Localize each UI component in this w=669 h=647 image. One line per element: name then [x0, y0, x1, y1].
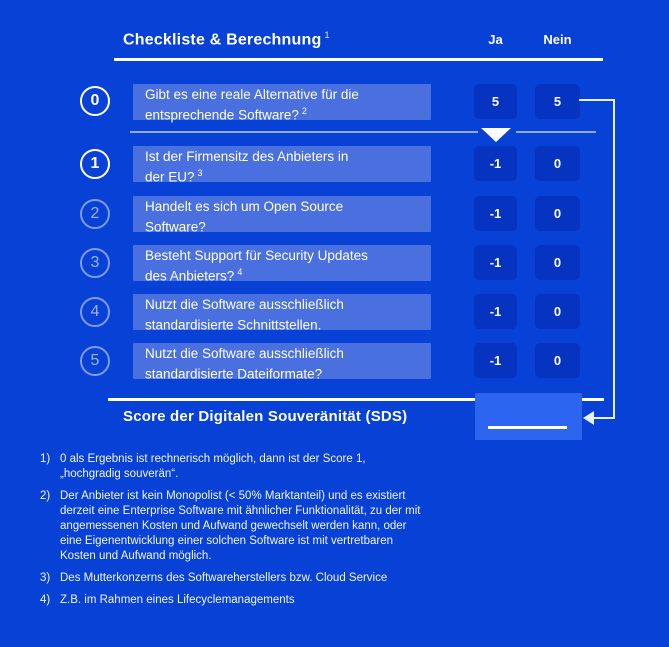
- question-text: Nutzt die Software ausschließlich standa…: [145, 297, 344, 333]
- down-triangle-icon: [481, 128, 511, 142]
- question-text: Handelt es sich um Open Source Software?: [145, 199, 344, 235]
- column-header-nein: Nein: [543, 32, 572, 47]
- value-ja-0: 5: [474, 84, 517, 119]
- row0-divider-left: [130, 131, 478, 133]
- footnote-2: 2) Der Anbieter ist kein Monopolist (< 5…: [40, 489, 520, 564]
- footnote-marker: 4: [237, 267, 243, 277]
- footnotes: 1) 0 als Ergebnis ist rechnerisch möglic…: [40, 452, 520, 615]
- page-title-footnote-marker: 1: [324, 30, 330, 40]
- footnote-text: Des Mutterkonzerns des Softwareherstelle…: [60, 572, 388, 584]
- value-nein-3: 0: [535, 245, 580, 280]
- footnote-text: Z.B. im Rahmen eines Lifecyclemanagement…: [60, 594, 295, 606]
- value-nein-4: 0: [535, 294, 580, 329]
- value-nein-2: 0: [535, 196, 580, 231]
- question-box-5: Nutzt die Software ausschließlich standa…: [133, 343, 431, 382]
- question-text: Besteht Support für Security Updates des…: [145, 248, 368, 284]
- row-number-badge-5: 5: [80, 346, 110, 376]
- question-text: Ist der Firmensitz des Anbieters in der …: [145, 149, 349, 185]
- row-number-badge-3: 3: [80, 248, 110, 278]
- footnote-1: 1) 0 als Ergebnis ist rechnerisch möglic…: [40, 452, 520, 482]
- flow-connector-bottom: [594, 417, 615, 419]
- value-nein-0: 5: [535, 84, 580, 119]
- header-divider: [114, 58, 603, 61]
- footnote-4: 4) Z.B. im Rahmen eines Lifecyclemanagem…: [40, 593, 520, 608]
- footnote-number: 1): [40, 453, 51, 465]
- footnote-marker: 3: [197, 168, 203, 178]
- footnote-number: 4): [40, 594, 51, 606]
- question-text: Gibt es eine reale Alternative für die e…: [145, 87, 359, 123]
- footnote-text: Der Anbieter ist kein Monopolist (< 50% …: [60, 490, 421, 562]
- footnote-text: 0 als Ergebnis ist rechnerisch möglich, …: [60, 453, 366, 480]
- value-nein-1: 0: [535, 146, 580, 181]
- question-box-3: Besteht Support für Security Updates des…: [133, 245, 431, 284]
- arrow-left-icon: [583, 411, 594, 425]
- page-title-text: Checkliste & Berechnung: [123, 31, 322, 49]
- question-box-4: Nutzt die Software ausschließlich standa…: [133, 294, 431, 333]
- footnote-marker: 2: [301, 106, 307, 116]
- score-divider: [108, 398, 604, 401]
- question-box-1: Ist der Firmensitz des Anbieters in der …: [133, 146, 431, 185]
- score-label: Score der Digitalen Souveränität (SDS): [123, 408, 408, 425]
- row-number-badge-2: 2: [80, 199, 110, 229]
- footnote-number: 3): [40, 572, 51, 584]
- row-number-badge-0: 0: [80, 86, 110, 116]
- row-number-badge-4: 4: [80, 297, 110, 327]
- column-header-ja: Ja: [488, 32, 503, 47]
- row0-divider-right: [516, 131, 596, 133]
- flow-connector-top: [579, 99, 615, 101]
- value-ja-5: -1: [474, 343, 517, 378]
- row-number-badge-1: 1: [80, 149, 110, 179]
- value-ja-1: -1: [474, 146, 517, 181]
- question-text: Nutzt die Software ausschließlich standa…: [145, 346, 344, 382]
- page-title: Checkliste & Berechnung 1: [123, 30, 330, 49]
- flow-connector-vertical: [613, 99, 615, 419]
- footnote-number: 2): [40, 490, 51, 502]
- footnote-3: 3) Des Mutterkonzerns des Softwareherste…: [40, 571, 520, 586]
- question-box-2: Handelt es sich um Open Source Software?: [133, 196, 431, 235]
- score-result-box: [475, 393, 582, 440]
- value-ja-2: -1: [474, 196, 517, 231]
- value-ja-3: -1: [474, 245, 517, 280]
- question-box-0: Gibt es eine reale Alternative für die e…: [133, 84, 431, 123]
- value-nein-5: 0: [535, 343, 580, 378]
- score-blank-line: [488, 426, 567, 429]
- value-ja-4: -1: [474, 294, 517, 329]
